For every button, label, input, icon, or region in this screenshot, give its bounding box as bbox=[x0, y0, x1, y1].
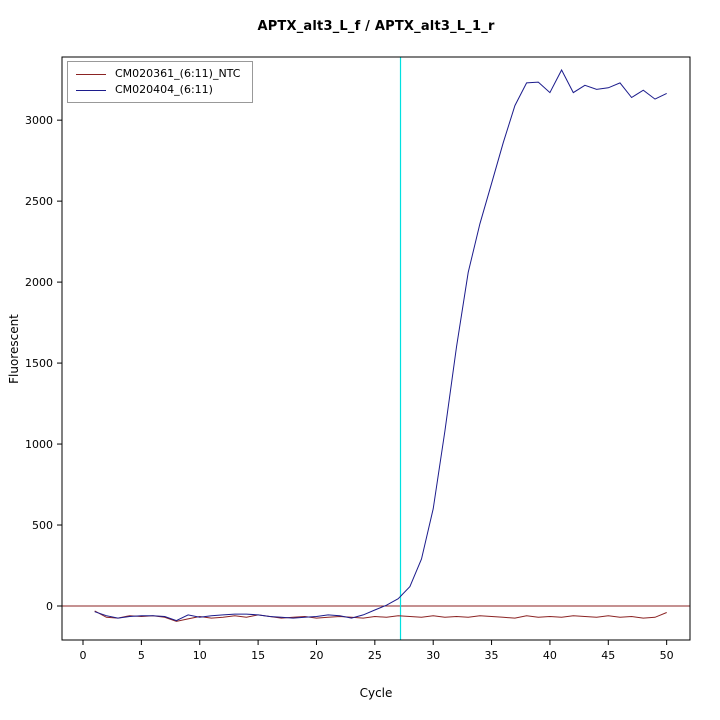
x-tick-label: 20 bbox=[309, 649, 323, 662]
legend-item-sample: CM020404_(6:11) bbox=[76, 82, 240, 98]
legend-label-ntc: CM020361_(6:11)_NTC bbox=[115, 67, 241, 80]
legend-swatch-0 bbox=[76, 73, 106, 75]
legend-swatch-1 bbox=[76, 89, 106, 91]
y-tick-label: 500 bbox=[32, 519, 53, 532]
y-tick-label: 2500 bbox=[25, 195, 53, 208]
x-tick-label: 5 bbox=[138, 649, 145, 662]
x-tick-label: 30 bbox=[426, 649, 440, 662]
y-tick-label: 1500 bbox=[25, 357, 53, 370]
legend: CM020361_(6:11)_NTC CM020404_(6:11) bbox=[67, 61, 254, 103]
y-tick-label: 3000 bbox=[25, 114, 53, 127]
y-tick-label: 2000 bbox=[25, 276, 53, 289]
y-axis-label: Fluorescent bbox=[7, 314, 21, 384]
x-tick-label: 10 bbox=[193, 649, 207, 662]
x-tick-label: 35 bbox=[485, 649, 499, 662]
legend-item-ntc: CM020361_(6:11)_NTC bbox=[76, 66, 240, 82]
series-line-1 bbox=[94, 68, 667, 622]
plot-border bbox=[61, 56, 691, 641]
x-tick-label: 0 bbox=[80, 649, 87, 662]
chart-title: APTX_alt3_L_f / APTX_alt3_L_1_r bbox=[257, 19, 495, 34]
legend-label-sample: CM020404_(6:11) bbox=[115, 83, 213, 96]
x-tick-label: 45 bbox=[601, 649, 615, 662]
x-axis-label: Cycle bbox=[359, 686, 393, 700]
x-tick-label: 15 bbox=[251, 649, 265, 662]
series-line-0 bbox=[94, 610, 667, 622]
x-tick-label: 25 bbox=[368, 649, 382, 662]
y-tick-label: 0 bbox=[46, 600, 53, 613]
x-tick-label: 50 bbox=[660, 649, 674, 662]
y-tick-label: 1000 bbox=[25, 438, 53, 451]
x-tick-label: 40 bbox=[543, 649, 557, 662]
